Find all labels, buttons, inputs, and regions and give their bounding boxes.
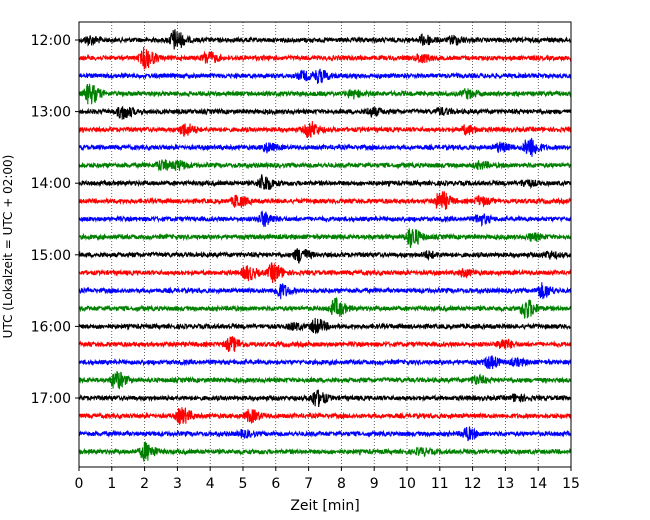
x-tick-label: 4 [206,476,215,492]
trace-1530 [78,282,572,300]
trace-1215 [78,46,572,70]
trace-1600 [78,318,572,335]
trace-1745 [78,441,572,462]
y-tick-label: 17:00 [31,391,71,407]
trace-1415 [78,191,572,210]
y-tick-label: 16:00 [31,319,71,335]
y-axis-label: UTC (Lokalzeit = UTC + 02:00) [1,155,15,339]
trace-1545 [78,296,572,319]
y-tick-label: 14:00 [31,176,71,192]
x-axis-ticks: 0 1 2 3 4 5 6 7 8 9 10 11 12 13 14 15 [75,467,580,492]
trace-1200 [78,29,572,50]
x-tick-label: 1 [107,476,116,492]
trace-1630 [78,355,572,370]
trace-1330 [78,137,572,157]
trace-1715 [78,407,572,425]
trace-1730 [78,426,572,442]
traces [78,29,572,462]
x-tick-label: 8 [337,476,346,492]
trace-1430 [78,210,572,228]
trace-1230 [78,68,572,84]
trace-1615 [78,336,572,353]
trace-1345 [78,159,572,172]
trace-1500 [78,248,572,264]
trace-1400 [78,174,572,191]
trace-1515 [78,262,572,284]
y-tick-label: 15:00 [31,248,71,264]
x-tick-label: 11 [431,476,449,492]
y-tick-label: 13:00 [31,105,71,121]
x-tick-label: 10 [398,476,416,492]
x-tick-label: 5 [239,476,248,492]
trace-1645 [78,371,572,390]
trace-1315 [78,121,572,139]
trace-1700 [78,389,572,407]
x-tick-label: 9 [370,476,379,492]
x-tick-label: 7 [304,476,313,492]
x-tick-label: 15 [562,476,580,492]
x-tick-label: 3 [173,476,182,492]
y-axis-ticks: 12:00 13:00 14:00 15:00 16:00 17:00 [31,33,79,407]
grid-lines [111,22,539,467]
trace-1245 [78,83,572,105]
x-tick-label: 0 [75,476,84,492]
trace-1300 [78,106,572,120]
x-tick-label: 12 [464,476,482,492]
x-tick-label: 14 [529,476,547,492]
x-axis-label: Zeit [min] [290,498,359,514]
trace-1445 [78,228,572,248]
y-tick-label: 12:00 [31,33,71,49]
x-tick-label: 2 [140,476,149,492]
x-tick-label: 6 [271,476,280,492]
x-tick-label: 13 [496,476,514,492]
plot-frame [78,21,572,468]
